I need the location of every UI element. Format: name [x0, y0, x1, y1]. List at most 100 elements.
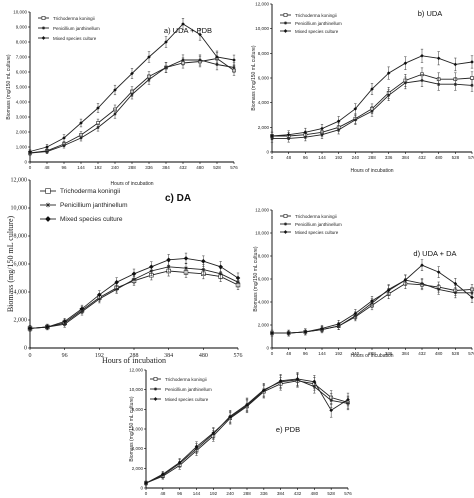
x-tick-label: 96	[303, 351, 309, 356]
data-point	[286, 132, 291, 137]
data-point	[198, 58, 202, 62]
x-tick-label: 288	[368, 351, 376, 356]
data-point	[132, 277, 136, 282]
x-tick-label: 144	[318, 155, 326, 160]
x-tick-label: 384	[402, 351, 410, 356]
y-tick-label: 2,000	[258, 125, 270, 130]
data-point	[329, 408, 333, 413]
legend-marker	[153, 387, 158, 391]
y-axis-label: Biomass (mg/150 mL culture)	[251, 45, 257, 110]
y-tick-label: 2,000	[16, 130, 28, 135]
y-tick-label: 4,000	[132, 446, 144, 451]
x-tick-label: 480	[199, 353, 208, 359]
x-tick-label: 432	[418, 351, 426, 356]
x-tick-label: 480	[196, 165, 204, 170]
chart-panel-1: 0 1,000 2,000 3,000 4,000 5,000 6,000 7,000 8,00…	[6, 10, 238, 188]
x-tick-label: 384	[162, 165, 170, 170]
y-tick-label: 6,000	[258, 76, 270, 81]
legend-marker	[283, 222, 288, 226]
data-point	[303, 135, 307, 139]
x-tick-label: 480	[435, 351, 443, 356]
legend-label: Mixed species culture	[53, 36, 97, 41]
data-point	[403, 81, 407, 85]
data-point	[181, 22, 185, 26]
chart-panel-3: 0 2,000 4,000 6,000 8,000 10,000 12,000 0 96 192 2…	[6, 178, 243, 366]
data-point	[295, 377, 300, 381]
chart-title: a) UDA + PDB	[164, 26, 212, 35]
data-point	[353, 118, 357, 122]
x-tick-label: 96	[61, 165, 67, 170]
data-point	[420, 54, 424, 58]
chart-title: d) UDA + DA	[413, 249, 456, 258]
legend-marker	[283, 21, 288, 25]
x-tick-label: 288	[368, 155, 376, 160]
x-tick-label: 480	[435, 155, 443, 160]
x-tick-label: 240	[352, 155, 360, 160]
series-2	[28, 54, 236, 156]
data-point	[286, 331, 291, 335]
data-point	[320, 133, 324, 137]
data-point	[201, 267, 206, 272]
data-point	[453, 62, 458, 67]
data-point	[420, 282, 424, 286]
legend-label: Mixed species culture	[165, 397, 209, 402]
x-tick-label: 576	[234, 353, 243, 359]
y-tick-label: 12,000	[255, 2, 269, 7]
x-tick-label: 192	[95, 353, 104, 359]
x-tick-label: 576	[344, 491, 352, 496]
legend-marker	[41, 26, 46, 30]
data-point	[45, 324, 50, 330]
data-point	[114, 279, 119, 285]
x-tick-label: 528	[452, 155, 460, 160]
data-point	[215, 63, 219, 66]
data-point	[420, 263, 424, 267]
x-tick-label: 0	[29, 165, 32, 170]
y-tick-label: 6,000	[132, 427, 144, 432]
x-tick-label: 0	[29, 353, 32, 359]
legend-marker	[283, 214, 288, 218]
legend-marker	[41, 16, 46, 20]
y-tick-label: 4,000	[14, 290, 28, 296]
y-tick-label: 4,000	[258, 100, 270, 105]
y-tick-label: 6,000	[14, 262, 28, 268]
data-point	[235, 275, 241, 281]
legend-label: Penicillium janthinellum	[165, 387, 212, 392]
chart-title: e) PDB	[276, 425, 300, 434]
data-point	[211, 431, 216, 435]
data-point	[353, 311, 358, 316]
data-point	[177, 460, 182, 465]
legend: Trichoderma koningii Penicillium janthine…	[280, 13, 342, 34]
data-point	[337, 128, 341, 132]
y-tick-label: 8,000	[132, 407, 144, 412]
legend-marker	[153, 397, 158, 401]
x-tick-label: 192	[335, 351, 343, 356]
data-point	[161, 472, 165, 477]
data-point	[166, 257, 171, 263]
x-tick-label: 48	[286, 351, 292, 356]
data-point	[329, 398, 333, 402]
data-point	[147, 78, 151, 81]
data-point	[436, 270, 441, 274]
x-tick-label: 240	[111, 165, 119, 170]
x-tick-label: 336	[385, 155, 393, 160]
data-point	[113, 112, 117, 116]
x-tick-label: 144	[193, 491, 201, 496]
y-axis-label: Biomass (mg/150 mL culture)	[6, 54, 12, 119]
chart-title: c) DA	[165, 193, 191, 204]
legend: Trichoderma koningii Penicillium janthine…	[38, 16, 100, 41]
data-point	[149, 264, 154, 270]
data-point	[470, 60, 474, 64]
y-axis-label: Biomass (mg/150 mL culture)	[253, 246, 259, 311]
data-point	[183, 256, 189, 261]
x-tick-label: 576	[230, 165, 238, 170]
data-point	[312, 380, 317, 384]
data-point	[114, 287, 119, 292]
data-point	[403, 278, 408, 282]
data-point	[453, 281, 458, 286]
data-point	[28, 149, 32, 154]
legend-label: Penicillium janthinellum	[295, 21, 342, 26]
data-point	[218, 264, 223, 270]
series-3	[144, 372, 350, 486]
legend-label: Penicillium janthinellum	[60, 202, 128, 209]
x-tick-label: 144	[77, 165, 85, 170]
